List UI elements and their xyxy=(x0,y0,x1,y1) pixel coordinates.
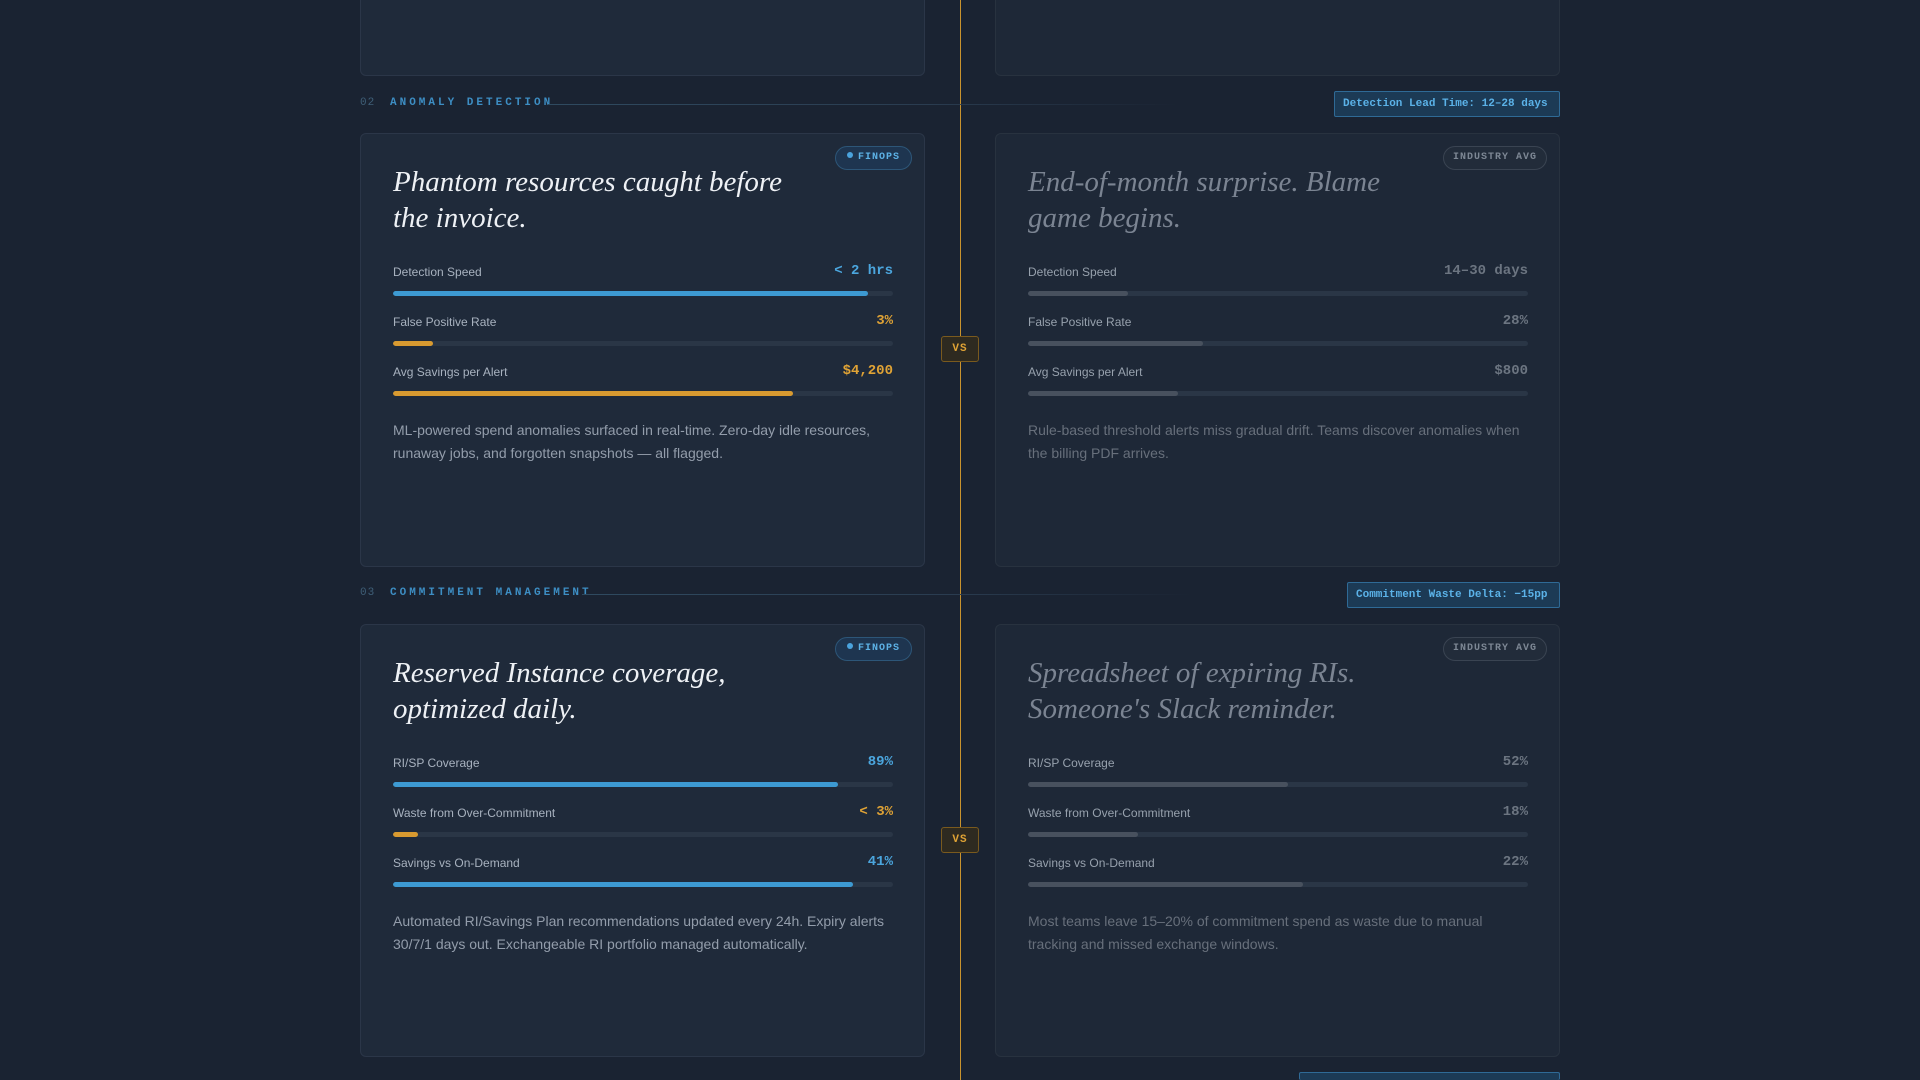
section-divider xyxy=(582,594,1192,595)
metric-label: Detection Speed xyxy=(1028,265,1117,279)
vs-marker: VS xyxy=(941,336,979,362)
finops-tag-label: FINOPS xyxy=(857,643,900,654)
metric-label: Avg Savings per Alert xyxy=(1028,365,1143,379)
metric-label: Savings vs On-Demand xyxy=(393,856,520,870)
section-divider xyxy=(548,104,1178,105)
industry-avg-card: INDUSTRY AVG Spreadsheet of expiring RIs… xyxy=(995,624,1560,1057)
card-headline: Phantom resources caught before the invo… xyxy=(393,164,833,236)
industry-avg-tag: INDUSTRY AVG xyxy=(1443,146,1547,170)
metric-bar xyxy=(393,391,893,396)
metric-bar-fill xyxy=(1028,832,1138,837)
metric-value: 18% xyxy=(1502,804,1528,820)
metric-label: Waste from Over-Commitment xyxy=(393,806,556,820)
vs-marker: VS xyxy=(941,827,979,853)
metric-value: < 2 hrs xyxy=(834,263,893,279)
metric-label: Avg Savings per Alert xyxy=(393,365,508,379)
finops-card: FINOPS Reserved Instance coverage, optim… xyxy=(360,624,925,1057)
metric-value: 52% xyxy=(1502,754,1528,770)
prev-industry-card xyxy=(995,0,1560,76)
metric-value: < 3% xyxy=(859,804,893,820)
metric-bar-fill xyxy=(393,291,868,296)
metric-value: $4,200 xyxy=(842,363,893,379)
metric-label: Savings vs On-Demand xyxy=(1028,856,1155,870)
metric-value: 28% xyxy=(1502,313,1528,329)
metric-bar-fill xyxy=(1028,341,1203,346)
industry-avg-card: INDUSTRY AVG End-of-month surprise. Blam… xyxy=(995,133,1560,567)
metric-label: Waste from Over-Commitment xyxy=(1028,806,1191,820)
metric-bar xyxy=(393,291,893,296)
finops-tag: FINOPS xyxy=(835,146,912,170)
metric-bar xyxy=(393,832,893,837)
prev-finops-card xyxy=(360,0,925,76)
metric-bar xyxy=(1028,882,1528,887)
headline-line-1: Phantom resources caught before xyxy=(393,166,783,198)
metric-label: RI/SP Coverage xyxy=(1028,756,1115,770)
metric-value: 22% xyxy=(1502,854,1528,870)
status-dot-icon xyxy=(846,152,853,159)
card-description: Most teams leave 15–20% of commitment sp… xyxy=(1028,913,1483,952)
metric-bar xyxy=(393,341,893,346)
section-number: 02 xyxy=(360,97,376,109)
metric-value: 3% xyxy=(876,313,893,329)
metric-bar-fill xyxy=(1028,391,1178,396)
card-headline: Reserved Instance coverage, optimized da… xyxy=(393,655,833,727)
section-title: COMMITMENT MANAGEMENT xyxy=(390,587,592,599)
metric-bar-fill xyxy=(393,782,838,787)
metric-bar-fill xyxy=(393,882,853,887)
section-number: 03 xyxy=(360,587,376,599)
headline-line-2: Someone's Slack reminder. xyxy=(1028,693,1337,725)
metric-value: 14–30 days xyxy=(1443,263,1528,279)
metric-bar xyxy=(1028,291,1528,296)
headline-line-1: Spreadsheet of expiring RIs. xyxy=(1028,657,1356,689)
section-stat-badge: Detection Lead Time: 12–28 days xyxy=(1334,91,1560,117)
metric-bar-fill xyxy=(1028,782,1288,787)
headline-line-2: game begins. xyxy=(1028,202,1182,234)
metric-bar xyxy=(393,882,893,887)
card-description: ML-powered spend anomalies surfaced in r… xyxy=(393,422,870,461)
finops-tag-label: FINOPS xyxy=(857,152,900,163)
next-section-badge xyxy=(1299,1072,1560,1080)
card-description: Automated RI/Savings Plan recommendation… xyxy=(393,913,885,952)
metric-value: 41% xyxy=(867,854,893,870)
card-description: Rule-based threshold alerts miss gradual… xyxy=(1028,422,1520,461)
status-dot-icon xyxy=(846,643,853,650)
center-divider-line xyxy=(960,0,961,1080)
industry-avg-tag: INDUSTRY AVG xyxy=(1443,637,1547,661)
metric-label: Detection Speed xyxy=(393,265,482,279)
headline-line-2: the invoice. xyxy=(393,202,527,234)
metric-bar-fill xyxy=(393,391,793,396)
metric-bar xyxy=(393,782,893,787)
finops-tag: FINOPS xyxy=(835,637,912,661)
metric-label: False Positive Rate xyxy=(1028,315,1132,329)
card-headline: Spreadsheet of expiring RIs. Someone's S… xyxy=(1028,655,1468,727)
headline-line-2: optimized daily. xyxy=(393,693,577,725)
card-headline: End-of-month surprise. Blame game begins… xyxy=(1028,164,1468,236)
section-title: ANOMALY DETECTION xyxy=(390,97,554,109)
metric-label: False Positive Rate xyxy=(393,315,497,329)
metric-bar xyxy=(1028,341,1528,346)
metric-bar xyxy=(1028,832,1528,837)
headline-line-1: Reserved Instance coverage, xyxy=(393,657,726,689)
metric-value: 89% xyxy=(867,754,893,770)
metric-bar-fill xyxy=(393,832,418,837)
section-stat-badge: Commitment Waste Delta: −15pp xyxy=(1347,582,1560,608)
metric-bar-fill xyxy=(1028,291,1128,296)
metric-bar xyxy=(1028,391,1528,396)
metric-value: $800 xyxy=(1494,363,1528,379)
headline-line-1: End-of-month surprise. Blame xyxy=(1028,166,1380,198)
metric-bar-fill xyxy=(393,341,433,346)
finops-card: FINOPS Phantom resources caught before t… xyxy=(360,133,925,567)
metric-label: RI/SP Coverage xyxy=(393,756,480,770)
metric-bar-fill xyxy=(1028,882,1303,887)
metric-bar xyxy=(1028,782,1528,787)
